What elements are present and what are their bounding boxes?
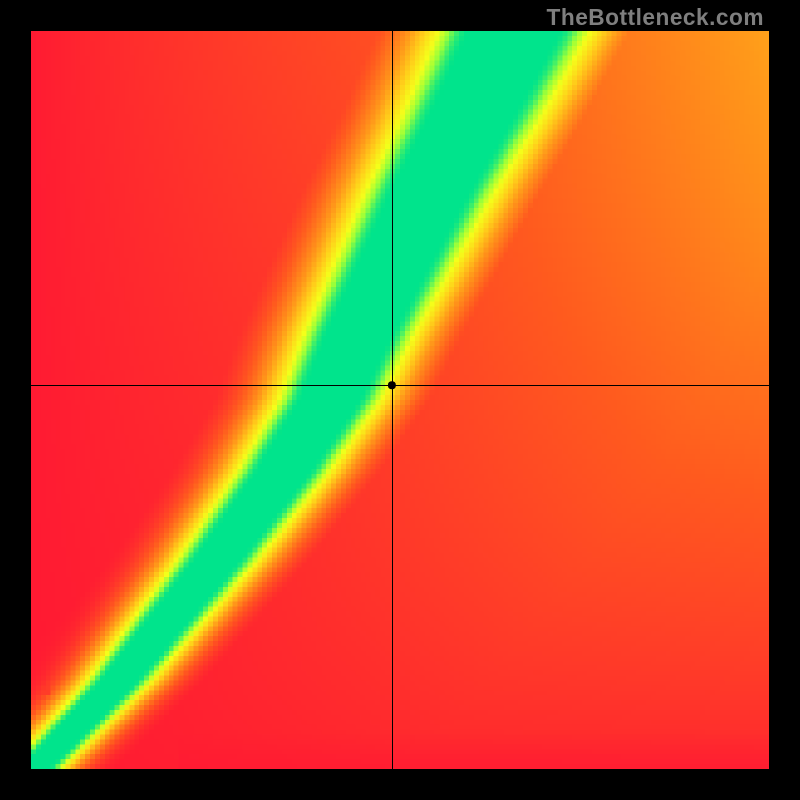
crosshair-overlay: [31, 31, 769, 769]
watermark-text: TheBottleneck.com: [547, 4, 764, 31]
chart-frame: { "watermark": { "text": "TheBottleneck.…: [0, 0, 800, 800]
